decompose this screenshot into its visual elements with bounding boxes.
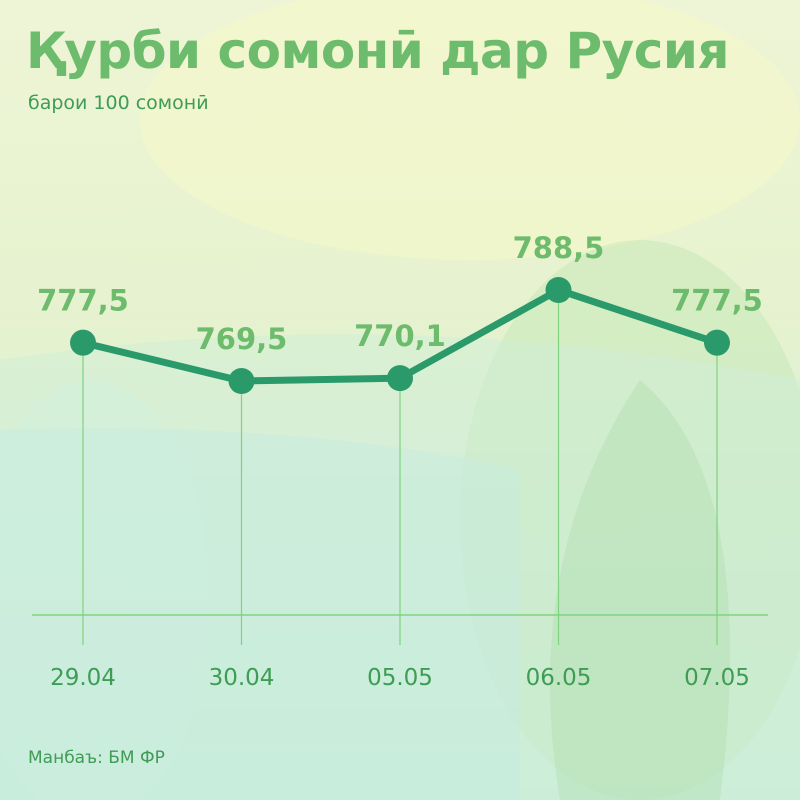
source-note: Манбаъ: БМ ФР: [28, 748, 165, 768]
data-point: [545, 277, 572, 303]
data-point: [704, 329, 730, 356]
x-tick-label: 30.04: [209, 665, 275, 691]
data-point: [387, 365, 413, 392]
x-tick-label: 05.05: [367, 665, 433, 691]
x-tick-label: 29.04: [50, 665, 116, 691]
data-point: [70, 329, 96, 356]
guide-lines: [82, 290, 718, 645]
x-tick-label: 07.05: [684, 665, 750, 691]
data-label: 788,5: [513, 231, 605, 265]
x-tick-label: 06.05: [526, 665, 592, 691]
data-points: [70, 277, 730, 394]
data-label: 777,5: [671, 284, 763, 318]
data-label: 770,1: [354, 319, 446, 353]
chart-title: Қурби сомонӣ дар Русия: [26, 22, 730, 80]
data-labels: 777,5 769,5 770,1 788,5 777,5: [37, 231, 763, 356]
x-tick-labels: 29.04 30.04 05.05 06.05 07.05: [50, 665, 750, 691]
data-label: 777,5: [37, 284, 129, 318]
data-label: 769,5: [196, 322, 288, 356]
data-point: [228, 368, 255, 394]
chart-subtitle: барои 100 сомонӣ: [28, 92, 209, 114]
